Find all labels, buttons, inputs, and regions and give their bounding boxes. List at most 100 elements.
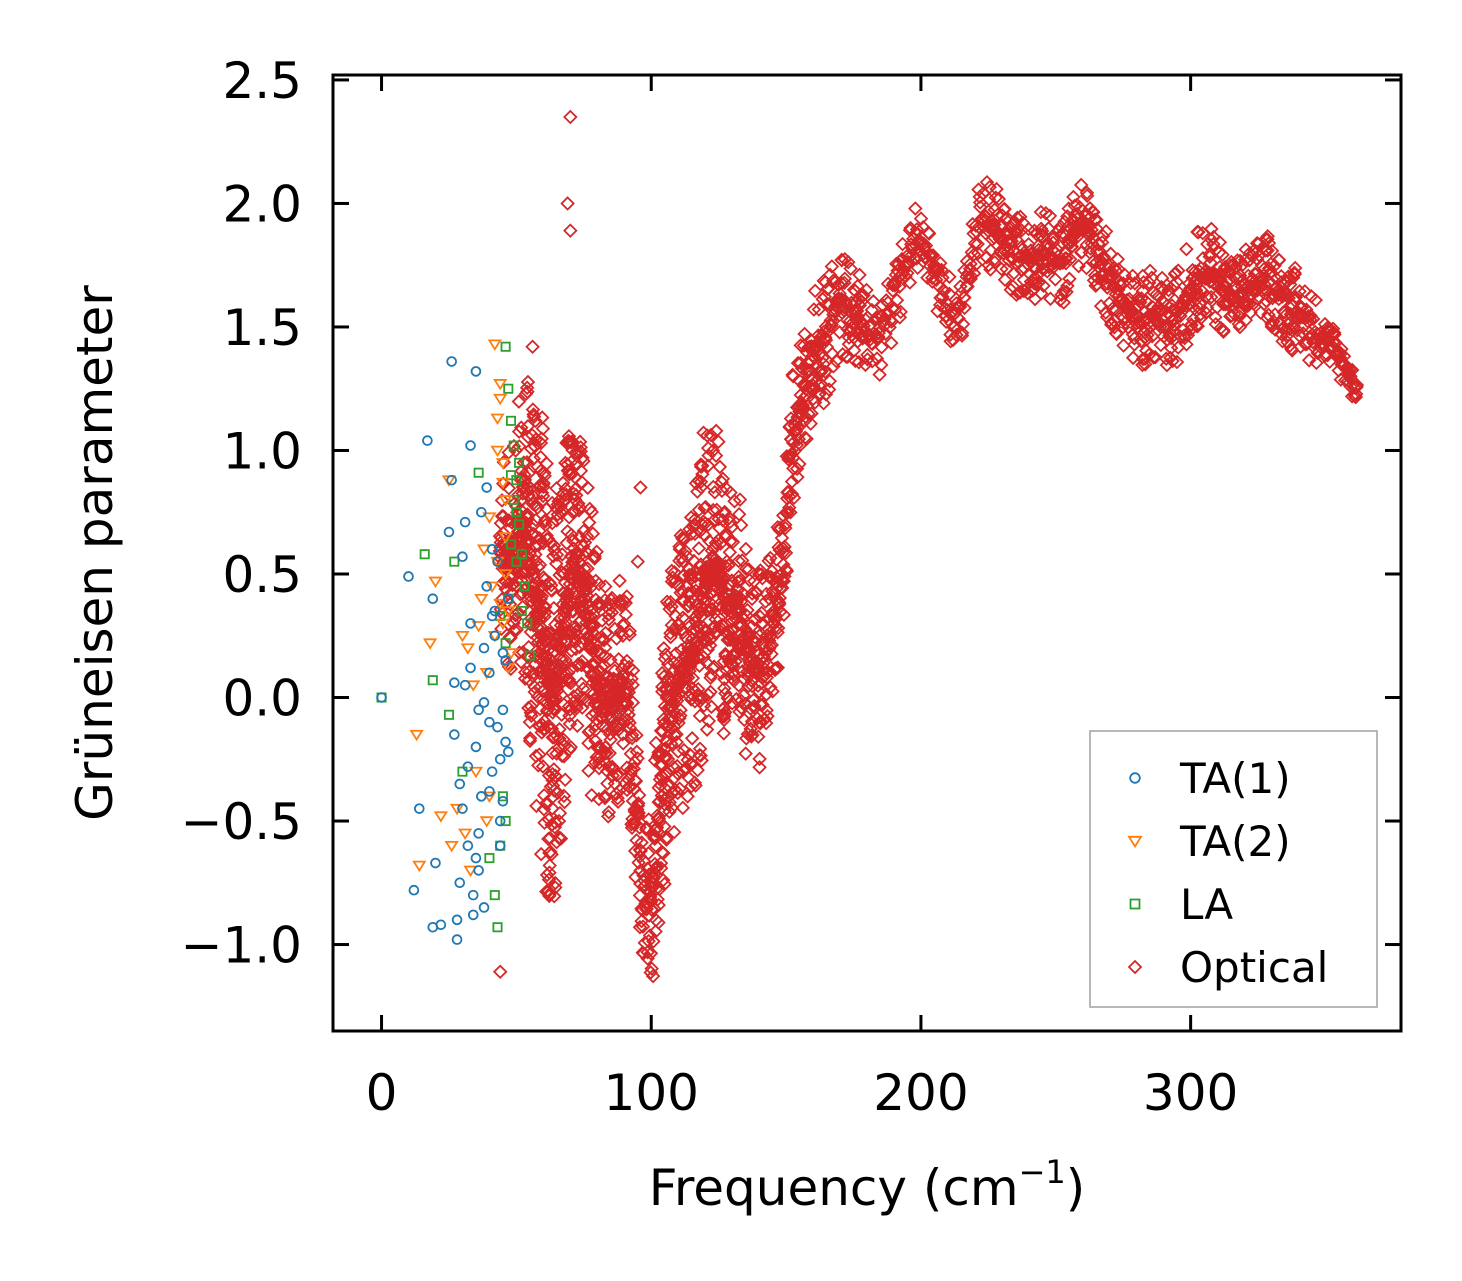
y-tick-label: 1.5 xyxy=(222,299,302,357)
optical-point xyxy=(662,795,677,810)
optical-point xyxy=(1104,264,1120,280)
optical-point xyxy=(728,654,743,669)
optical-point xyxy=(752,751,767,767)
point-ta1 xyxy=(446,474,457,486)
point-ta1 xyxy=(459,679,471,691)
optical-point xyxy=(521,639,536,655)
optical-point xyxy=(893,304,908,320)
optical-point xyxy=(578,544,594,559)
optical-point xyxy=(535,621,550,636)
point-ta1 xyxy=(476,791,487,802)
optical-point xyxy=(793,338,808,353)
optical-point xyxy=(563,109,578,125)
optical-point xyxy=(627,755,643,770)
optical-point xyxy=(763,628,779,644)
optical-point xyxy=(659,674,675,690)
point-ta2 xyxy=(495,477,511,490)
optical-point xyxy=(676,764,692,779)
optical-point xyxy=(561,428,577,444)
optical-point xyxy=(643,946,659,961)
optical-point xyxy=(856,288,871,303)
optical-point xyxy=(815,350,830,366)
optical-point xyxy=(970,245,986,261)
optical-point xyxy=(988,190,1004,205)
optical-point xyxy=(1260,228,1275,244)
optical-point xyxy=(970,236,985,252)
optical-point xyxy=(711,434,726,449)
optical-point xyxy=(1173,308,1188,324)
optical-point xyxy=(1293,339,1308,355)
point-ta2 xyxy=(463,865,478,878)
point-ta2 xyxy=(498,495,513,507)
optical-point xyxy=(642,928,658,943)
optical-point xyxy=(1056,283,1072,299)
optical-point xyxy=(1059,251,1074,266)
optical-point xyxy=(553,634,569,649)
optical-point xyxy=(569,700,584,716)
optical-point xyxy=(789,461,805,476)
point-la xyxy=(449,556,460,567)
optical-point xyxy=(563,223,578,238)
optical-point xyxy=(935,270,950,285)
point-ta1 xyxy=(486,766,498,777)
optical-point xyxy=(610,718,625,733)
optical-point xyxy=(749,585,764,601)
point-ta1 xyxy=(492,556,503,567)
point-ta1 xyxy=(443,526,455,538)
optical-point xyxy=(1125,350,1141,366)
optical-point xyxy=(571,444,586,460)
optical-point xyxy=(506,615,521,631)
optical-point xyxy=(587,666,602,681)
optical-point xyxy=(1116,338,1131,353)
optical-point xyxy=(650,892,665,907)
point-ta1 xyxy=(470,741,482,753)
optical-point xyxy=(670,785,686,801)
optical-point xyxy=(566,533,581,548)
optical-point xyxy=(1282,338,1298,353)
optical-point xyxy=(752,760,767,775)
legend-marker-ta1 xyxy=(1129,772,1141,784)
optical-point xyxy=(653,860,669,876)
optical-point xyxy=(535,421,551,436)
optical-point xyxy=(1292,284,1307,299)
optical-point xyxy=(1193,310,1209,326)
optical-point xyxy=(1349,379,1364,395)
optical-point xyxy=(908,201,923,216)
optical-point xyxy=(972,189,988,205)
optical-point xyxy=(600,809,616,824)
optical-point xyxy=(631,805,646,821)
optical-point xyxy=(824,259,840,274)
optical-point xyxy=(571,503,587,518)
legend-label-la: LA xyxy=(1180,880,1233,929)
optical-point xyxy=(838,349,854,365)
optical-point xyxy=(674,550,689,565)
optical-point xyxy=(602,745,617,761)
point-ta1 xyxy=(470,366,482,377)
optical-point xyxy=(543,844,558,860)
optical-point xyxy=(660,789,676,805)
optical-point xyxy=(572,434,588,450)
optical-point xyxy=(610,767,626,782)
point-ta1 xyxy=(476,506,487,518)
optical-point xyxy=(1179,241,1194,257)
point-ta1 xyxy=(473,704,484,716)
optical-point xyxy=(1275,333,1290,349)
optical-point xyxy=(571,496,586,511)
optical-point xyxy=(519,481,534,496)
optical-point xyxy=(554,652,570,668)
optical-point xyxy=(544,515,560,531)
optical-point xyxy=(1170,263,1186,278)
optical-point xyxy=(1167,318,1183,333)
optical-point xyxy=(597,640,613,655)
optical-point xyxy=(669,758,685,774)
optical-point xyxy=(693,748,708,763)
optical-point xyxy=(1243,305,1258,320)
optical-point xyxy=(620,681,635,696)
optical-point xyxy=(807,283,823,299)
optical-point xyxy=(615,716,630,732)
optical-point xyxy=(597,790,613,806)
optical-point xyxy=(579,528,595,544)
point-ta1 xyxy=(465,662,476,674)
optical-point xyxy=(668,646,684,661)
optical-point xyxy=(641,846,656,861)
